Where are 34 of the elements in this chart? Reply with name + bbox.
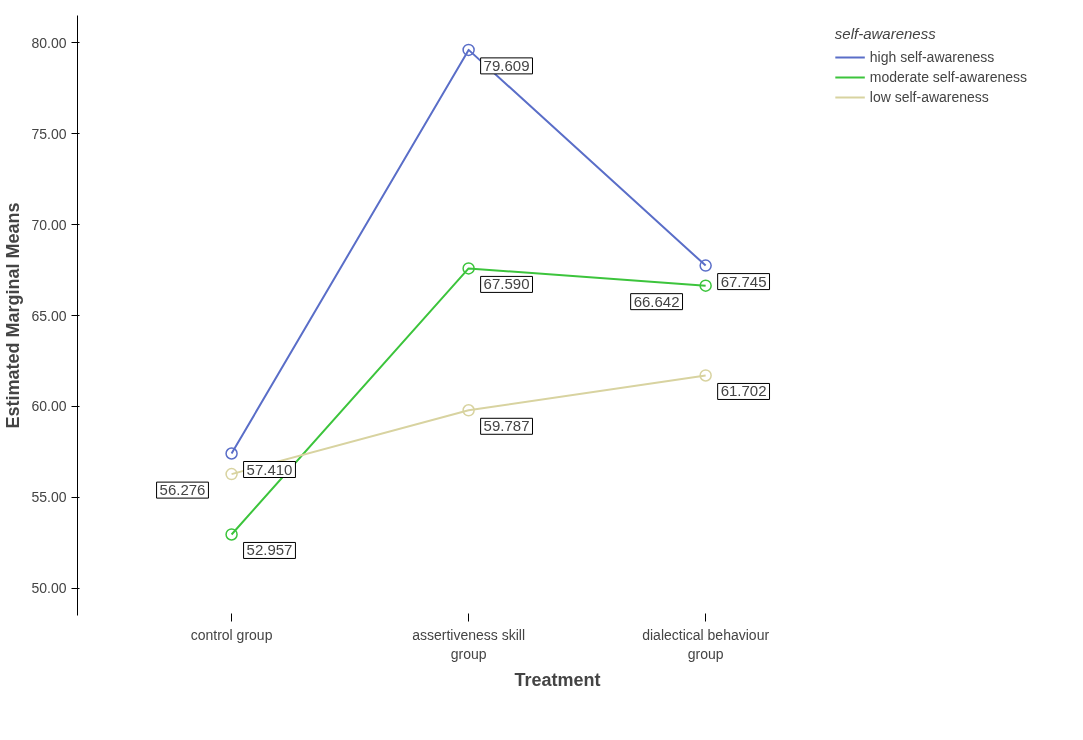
y-tick-label: 55.00 (31, 489, 67, 506)
legend-label: high self-awareness (869, 49, 995, 65)
y-tick-label: 70.00 (31, 216, 67, 233)
y-tick-label: 60.00 (31, 398, 67, 415)
data-label: 56.276 (159, 481, 206, 499)
y-tick-label: 50.00 (31, 580, 67, 597)
y-axis-title: Estimated Marginal Means (3, 202, 24, 429)
y-tick-label: 75.00 (31, 125, 67, 142)
point (225, 528, 238, 541)
data-label: 59.787 (483, 417, 530, 435)
data-label: 67.590 (483, 275, 530, 293)
y-tick-label: 80.00 (31, 34, 67, 51)
point (462, 262, 475, 275)
data-label: 52.957 (246, 541, 293, 559)
x-axis-title: Treatment (514, 669, 601, 690)
x-tick-label: assertiveness skill group (412, 626, 526, 662)
data-label: 61.702 (720, 382, 767, 400)
legend-label: low self-awareness (869, 89, 989, 105)
point (462, 43, 475, 57)
data-label: 79.609 (483, 56, 530, 74)
x-tick-label: dialectical behaviour group (642, 626, 770, 662)
data-label: 57.410 (246, 460, 293, 478)
point (225, 467, 238, 481)
point (462, 404, 475, 417)
point (699, 259, 712, 272)
y-tick-label: 65.00 (31, 307, 67, 324)
legend-label: moderate self-awareness (869, 69, 1027, 85)
point (699, 279, 712, 292)
legend-title: self-awareness (834, 25, 937, 42)
x-tick-label: control group (190, 626, 273, 643)
data-label: 67.745 (720, 272, 767, 290)
point (225, 447, 238, 460)
point (699, 369, 712, 382)
data-label: 66.642 (633, 292, 680, 310)
